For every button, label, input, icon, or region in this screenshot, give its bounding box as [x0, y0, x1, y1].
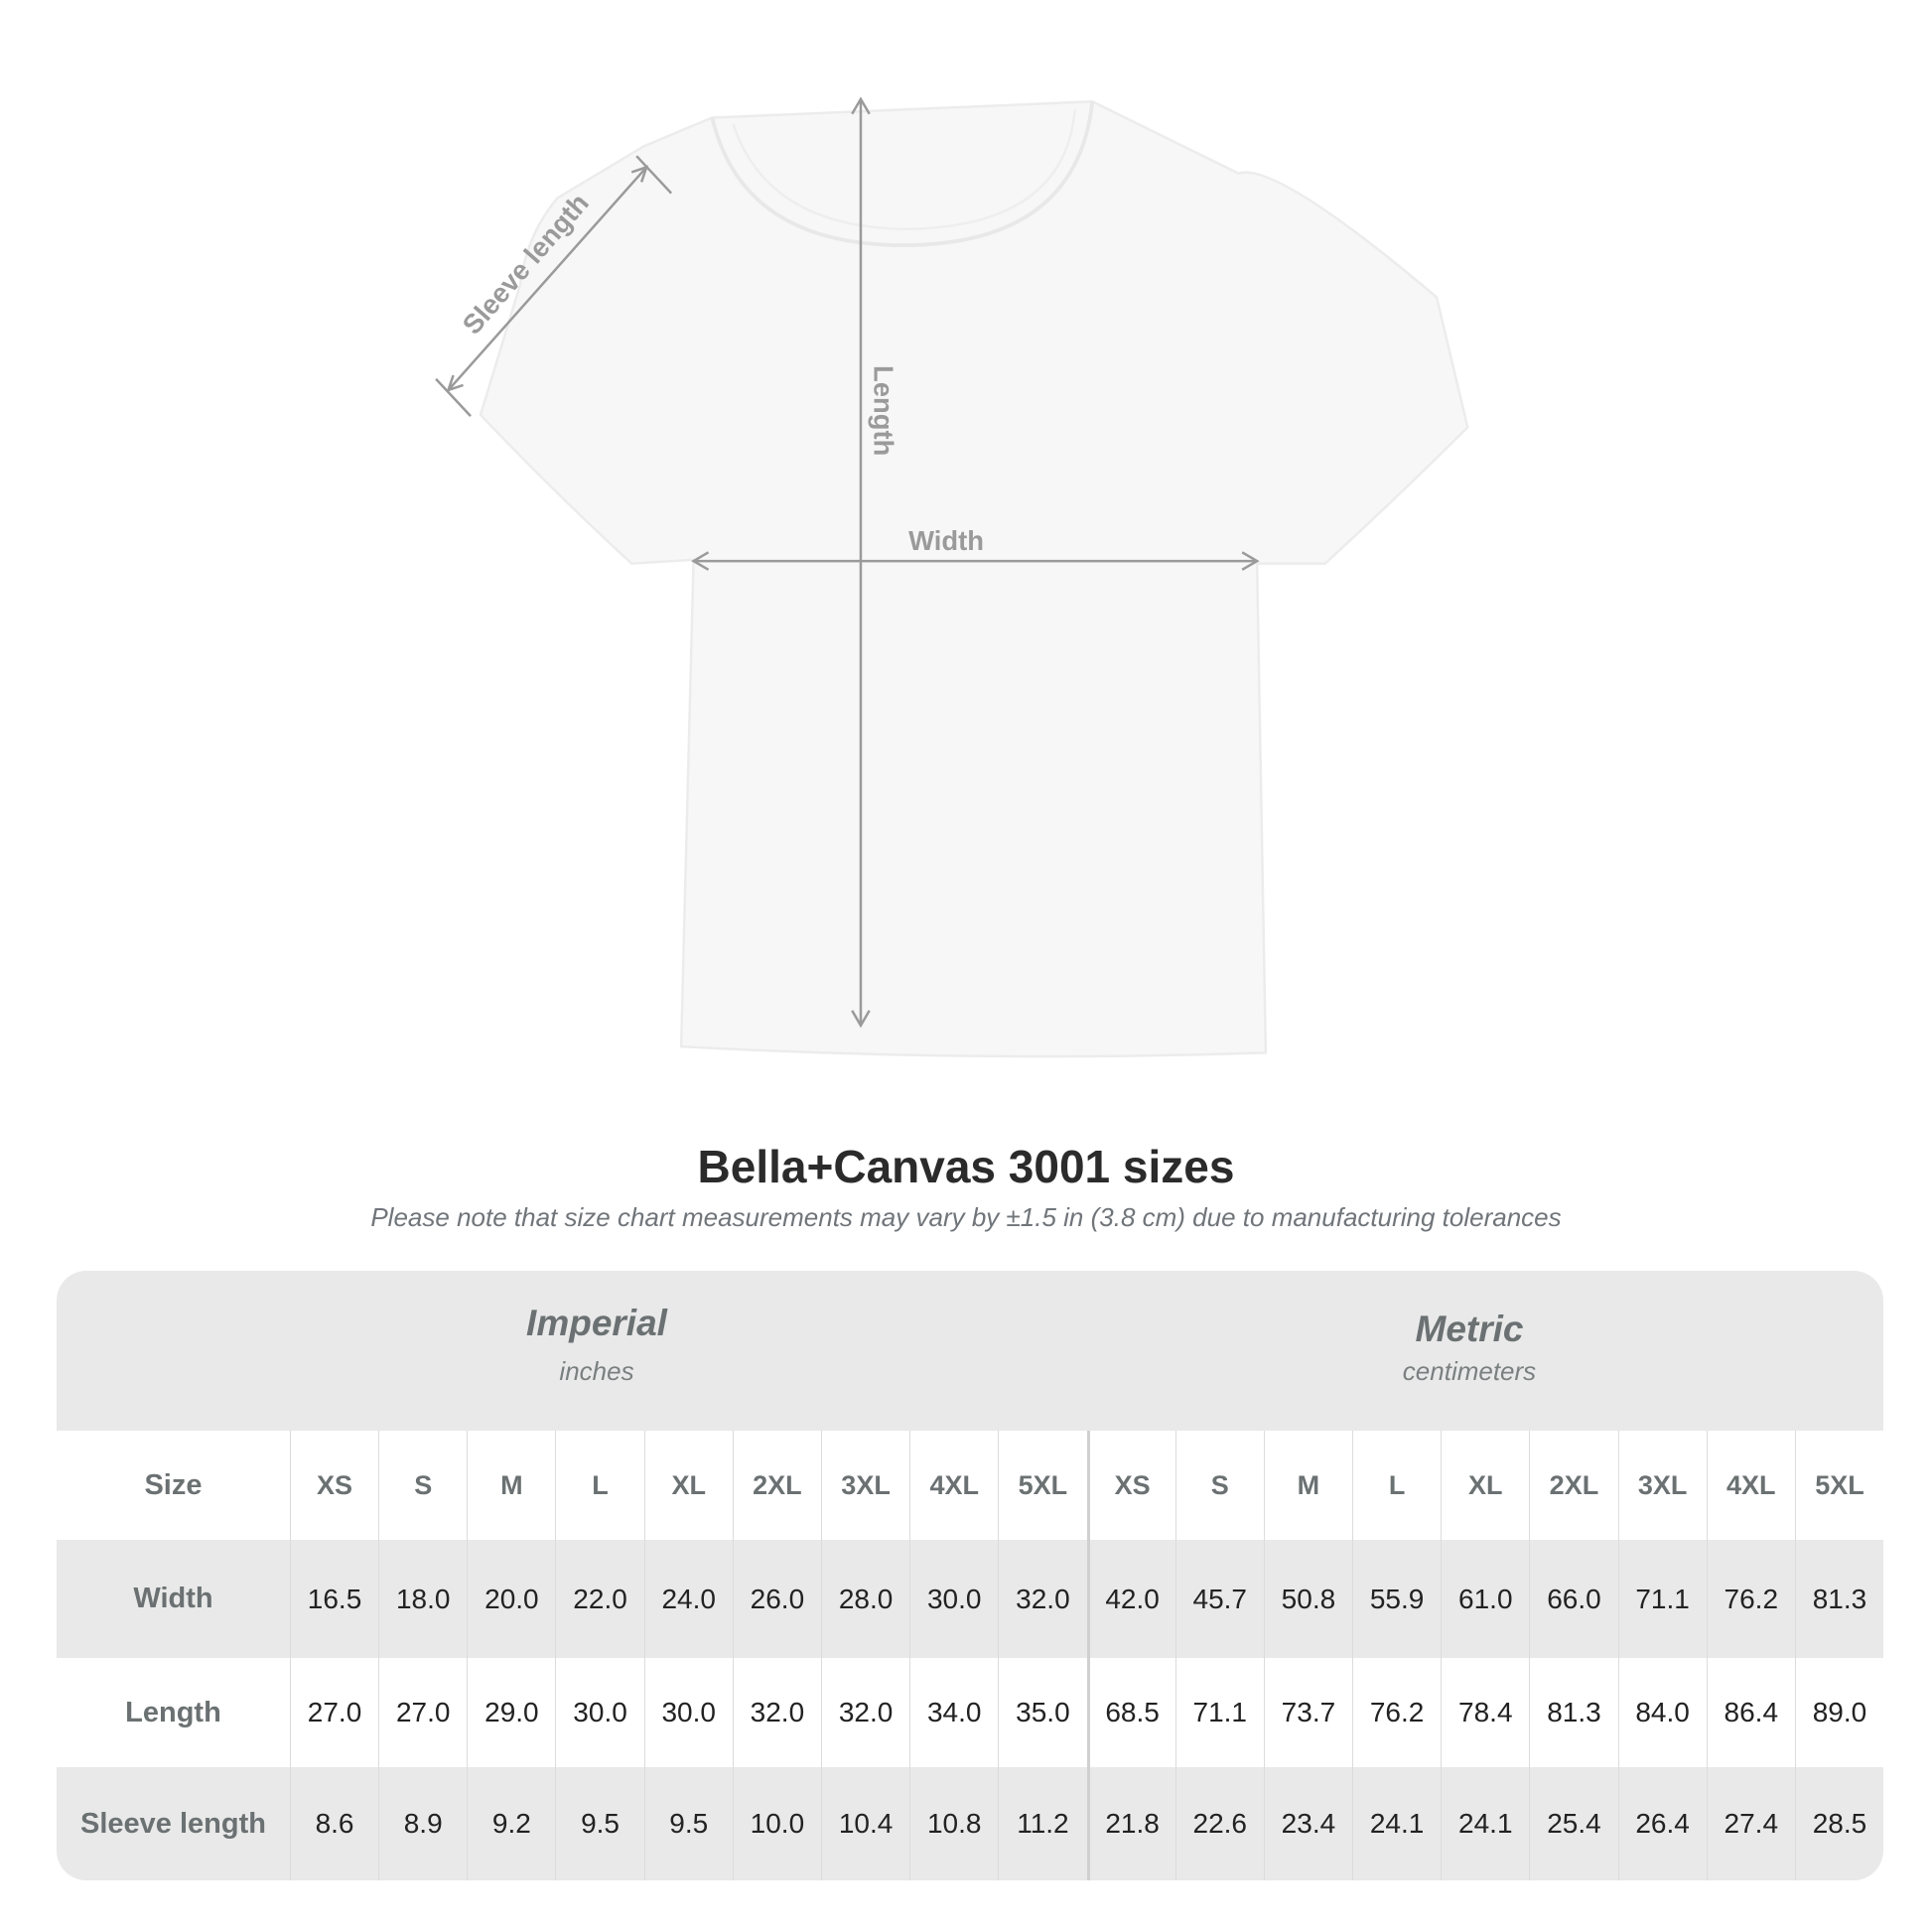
table-cell: 30.0 — [555, 1658, 643, 1767]
table-cell: 16.5 — [289, 1540, 378, 1658]
table-cell: 8.9 — [378, 1767, 467, 1880]
table-cell: 76.2 — [1706, 1540, 1795, 1658]
table-row-sleeve-length: Sleeve length 8.6 8.9 9.2 9.5 9.5 10.0 10.4 10.8… — [57, 1767, 1883, 1880]
table-cell: 10.0 — [732, 1767, 821, 1880]
imperial-size-S: S — [378, 1431, 467, 1540]
table-cell: 27.0 — [378, 1658, 467, 1767]
tolerance-note: Please note that size chart measurements… — [370, 1202, 1562, 1232]
table-cell: 68.5 — [1086, 1658, 1175, 1767]
table-cell: 29.0 — [467, 1658, 555, 1767]
metric-unit: centimeters — [1402, 1356, 1537, 1386]
table-cell: 50.8 — [1263, 1540, 1352, 1658]
table-cell: 81.3 — [1529, 1658, 1617, 1767]
table-cell: 86.4 — [1706, 1658, 1795, 1767]
table-cell: 84.0 — [1617, 1658, 1707, 1767]
imperial-size-3XL: 3XL — [820, 1431, 909, 1540]
table-cell: 27.0 — [289, 1658, 378, 1767]
imperial-size-M: M — [467, 1431, 555, 1540]
table-cell: 42.0 — [1086, 1540, 1175, 1658]
table-cell: 35.0 — [998, 1658, 1086, 1767]
table-cell: 66.0 — [1529, 1540, 1617, 1658]
table-cell: 25.4 — [1529, 1767, 1617, 1880]
table-cell: 32.0 — [732, 1658, 821, 1767]
width-label: Width — [908, 525, 984, 556]
table-cell: 9.5 — [555, 1767, 643, 1880]
table-cell: 89.0 — [1794, 1658, 1883, 1767]
table-cell: 20.0 — [467, 1540, 555, 1658]
measure-arrows — [435, 96, 1260, 1029]
table-cell: 27.4 — [1706, 1767, 1795, 1880]
table-cell: 81.3 — [1794, 1540, 1883, 1658]
table-cell: 9.5 — [643, 1767, 733, 1880]
imperial-header: Imperial inches — [299, 1303, 895, 1387]
imperial-size-XS: XS — [289, 1431, 378, 1540]
size-label: Size — [144, 1468, 203, 1501]
table-cell: 24.0 — [643, 1540, 733, 1658]
imperial-size-5XL: 5XL — [998, 1431, 1086, 1540]
imperial-size-4XL: 4XL — [909, 1431, 998, 1540]
table-cell: 26.0 — [732, 1540, 821, 1658]
table-cell: 24.1 — [1352, 1767, 1441, 1880]
table-cell: 8.6 — [289, 1767, 378, 1880]
table-cell: 22.0 — [555, 1540, 643, 1658]
table-cell: 78.4 — [1441, 1658, 1529, 1767]
metric-size-L: L — [1352, 1431, 1441, 1540]
metric-size-S: S — [1174, 1431, 1264, 1540]
table-cell: 28.5 — [1794, 1767, 1883, 1880]
table-cell: 30.0 — [909, 1540, 998, 1658]
size-chart-table: Imperial inches Metric centimeters Size X… — [57, 1271, 1883, 1880]
length-label: Length — [869, 365, 899, 456]
table-cell: 21.8 — [1086, 1767, 1175, 1880]
metric-size-XL: XL — [1441, 1431, 1529, 1540]
table-cell: 76.2 — [1352, 1658, 1441, 1767]
table-cell: 45.7 — [1174, 1540, 1264, 1658]
table-cell: 9.2 — [467, 1767, 555, 1880]
table-cell: 11.2 — [998, 1767, 1086, 1880]
table-cell: 23.4 — [1263, 1767, 1352, 1880]
sleeve-arrow — [447, 166, 648, 391]
table-cell: 32.0 — [998, 1540, 1086, 1658]
row-label: Sleeve length — [79, 1807, 266, 1840]
page-title: Bella+Canvas 3001 sizes — [697, 1141, 1235, 1192]
table-cell: 30.0 — [643, 1658, 733, 1767]
table-cell: 18.0 — [378, 1540, 467, 1658]
table-header-band — [57, 1271, 1883, 1431]
metric-size-2XL: 2XL — [1529, 1431, 1617, 1540]
tshirt-image — [479, 100, 1469, 1058]
imperial-size-XL: XL — [643, 1431, 733, 1540]
row-label: Length — [125, 1696, 221, 1728]
metric-size-3XL: 3XL — [1617, 1431, 1707, 1540]
table-cell: 32.0 — [820, 1658, 909, 1767]
table-row-length: Length 27.0 27.0 29.0 30.0 30.0 32.0 32.0 34.0 35… — [57, 1658, 1883, 1767]
table-cell: 61.0 — [1441, 1540, 1529, 1658]
table-cell: 34.0 — [909, 1658, 998, 1767]
metric-size-M: M — [1263, 1431, 1352, 1540]
table-cell: 73.7 — [1263, 1658, 1352, 1767]
table-row-width: Width 16.5 18.0 20.0 22.0 24.0 26.0 28.0 30.0 32.… — [57, 1540, 1883, 1658]
table-cell: 10.4 — [820, 1767, 909, 1880]
table-cell: 28.0 — [820, 1540, 909, 1658]
imperial-size-2XL: 2XL — [732, 1431, 821, 1540]
table-cell: 71.1 — [1617, 1540, 1707, 1658]
table-cell: 24.1 — [1441, 1767, 1529, 1880]
imperial-size-L: L — [555, 1431, 643, 1540]
metric-size-5XL: 5XL — [1794, 1431, 1883, 1540]
imperial-unit: inches — [559, 1356, 634, 1386]
table-cell: 22.6 — [1174, 1767, 1264, 1880]
metric-header: Metric centimeters — [1172, 1309, 1767, 1387]
row-label: Width — [133, 1583, 213, 1614]
tshirt-collar — [710, 101, 1095, 247]
metric-title: Metric — [1415, 1309, 1524, 1349]
imperial-title: Imperial — [526, 1303, 667, 1343]
metric-size-XS: XS — [1086, 1431, 1175, 1540]
table-cell: 55.9 — [1352, 1540, 1441, 1658]
table-cell: 71.1 — [1174, 1658, 1264, 1767]
metric-size-4XL: 4XL — [1706, 1431, 1795, 1540]
table-cell: 10.8 — [909, 1767, 998, 1880]
table-cell: 26.4 — [1617, 1767, 1707, 1880]
size-header-row: Size XS S M L XL 2XL 3XL 4XL 5XL XS S M L XL 2XL 3XL 4XL 5… — [57, 1431, 1883, 1540]
